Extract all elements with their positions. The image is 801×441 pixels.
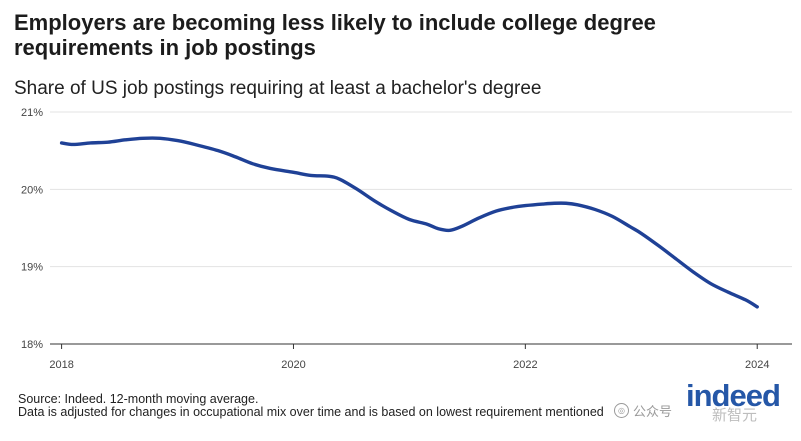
watermark-text: 公众号 — [633, 404, 673, 419]
x-tick-label: 2024 — [745, 359, 769, 371]
watermark-overlay-text: 新智元 — [712, 407, 758, 424]
y-tick-label: 21% — [21, 107, 43, 119]
x-tick-label: 2018 — [49, 359, 73, 371]
series-group — [59, 136, 759, 309]
y-tick-label: 20% — [21, 184, 43, 196]
x-tick-label: 2022 — [513, 359, 537, 371]
y-tick-label: 18% — [21, 339, 43, 351]
methodology-note: Data is adjusted for changes in occupati… — [18, 405, 604, 419]
y-axis-labels: 18% 19% 20% 21% — [21, 107, 43, 351]
watermark: ◎ 公众号 — [614, 401, 672, 420]
y-tick-label: 19% — [21, 262, 43, 274]
chart-subtitle: Share of US job postings requiring at le… — [14, 78, 542, 99]
wechat-icon: ◎ — [614, 403, 629, 418]
gridlines — [50, 111, 792, 345]
indeed-logo: indeed — [686, 378, 781, 413]
x-axis-labels: 2018 2020 2022 2024 — [49, 344, 769, 371]
chart-title: Employers are becoming less likely to in… — [14, 10, 656, 60]
series-line — [59, 136, 759, 309]
source-note: Source: Indeed. 12-month moving average. — [18, 392, 259, 406]
x-tick-label: 2020 — [281, 359, 305, 371]
